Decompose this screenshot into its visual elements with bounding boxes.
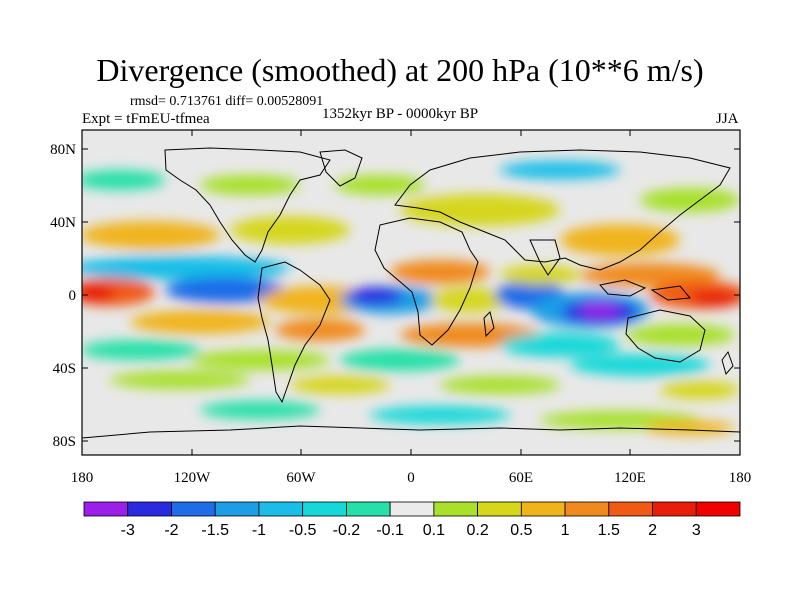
lon-axis bbox=[81, 130, 741, 455]
divergence-field bbox=[82, 130, 740, 455]
lon-tick-label: 120W bbox=[174, 470, 212, 486]
colorbar-label: 0.5 bbox=[510, 522, 532, 539]
colorbar-labels: -3 -2 -1.5 -1 -0.5 -0.2 -0.1 0.1 0.2 0.5 1 1.5 2 3 bbox=[121, 522, 701, 539]
colorbar-swatch bbox=[214, 501, 260, 517]
season-label: JJA bbox=[716, 111, 739, 127]
colorbar-swatch bbox=[83, 501, 129, 517]
lon-tick-label: 180 bbox=[729, 470, 752, 486]
lon-tick-label: 0 bbox=[407, 470, 415, 486]
colorbar-swatch bbox=[171, 501, 216, 517]
colorbar-label: -1.5 bbox=[201, 522, 229, 539]
colorbar-label: 1.5 bbox=[598, 522, 620, 539]
coastlines bbox=[82, 147, 740, 439]
lon-tick-label: 60E bbox=[509, 470, 533, 486]
colorbar-label: -0.2 bbox=[333, 522, 361, 539]
colorbar-swatch bbox=[564, 501, 610, 517]
colorbar-label: -3 bbox=[121, 522, 135, 539]
colorbar-swatch bbox=[695, 501, 741, 517]
experiment-label: Expt = tFmEU-tfmea bbox=[82, 111, 210, 127]
lon-tick-label: 180 bbox=[71, 470, 94, 486]
colorbar-swatch bbox=[389, 501, 435, 517]
lat-tick-label: 40N bbox=[50, 215, 76, 231]
plot-title: Divergence (smoothed) at 200 hPa (10**6 … bbox=[96, 52, 704, 88]
colorbar bbox=[83, 501, 741, 517]
colorbar-swatch bbox=[477, 501, 522, 517]
colorbar-label: -0.1 bbox=[376, 522, 404, 539]
lat-tick-label: 0 bbox=[69, 288, 77, 304]
colorbar-swatch bbox=[520, 501, 566, 517]
lat-tick-label: 40S bbox=[53, 361, 76, 377]
colorbar-swatch bbox=[608, 501, 653, 517]
colorbar-swatch bbox=[433, 501, 479, 517]
colorbar-label: -2 bbox=[164, 522, 178, 539]
colorbar-swatch bbox=[258, 501, 304, 517]
colorbar-label: 0.1 bbox=[423, 522, 445, 539]
colorbar-swatch bbox=[652, 501, 697, 517]
period-label: 1352kyr BP - 0000kyr BP bbox=[322, 106, 479, 122]
lon-tick-label: 60W bbox=[286, 470, 316, 486]
lon-tick-label: 120E bbox=[614, 470, 646, 486]
colorbar-label: 2 bbox=[648, 522, 657, 539]
colorbar-swatch bbox=[302, 501, 347, 517]
colorbar-label: 3 bbox=[692, 522, 701, 539]
lat-tick-label: 80S bbox=[53, 434, 76, 450]
lat-axis bbox=[82, 148, 740, 442]
colorbar-label: -1 bbox=[252, 522, 266, 539]
colorbar-label: -0.5 bbox=[289, 522, 317, 539]
colorbar-label: 0.2 bbox=[466, 522, 488, 539]
colorbar-swatch bbox=[345, 501, 391, 517]
rmsd-stats: rmsd= 0.713761 diff= 0.00528091 bbox=[130, 94, 324, 109]
colorbar-swatch bbox=[127, 501, 172, 517]
colorbar-label: 1 bbox=[561, 522, 570, 539]
lat-tick-label: 80N bbox=[50, 142, 76, 158]
